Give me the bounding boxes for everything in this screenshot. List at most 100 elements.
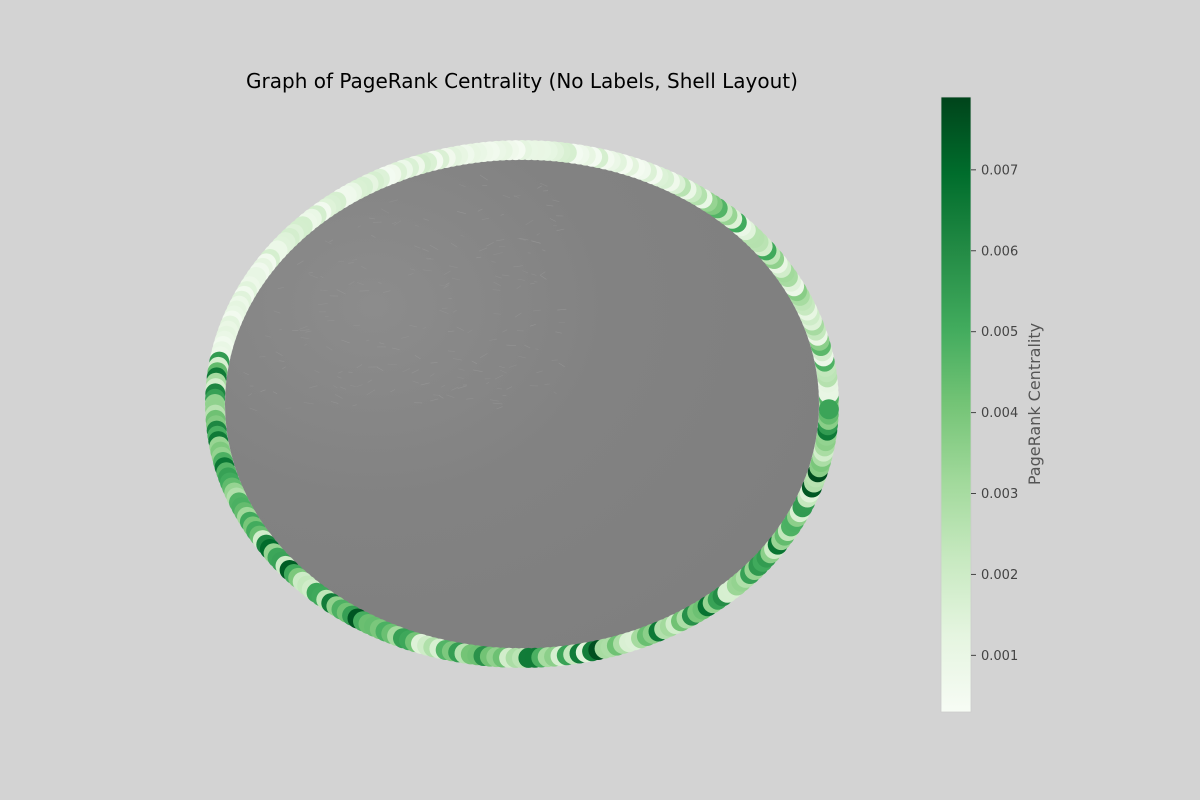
edge bbox=[456, 326, 465, 331]
colorbar-tick-label: 0.002 bbox=[981, 568, 1018, 583]
edge bbox=[352, 259, 358, 261]
edge bbox=[370, 234, 376, 238]
edge bbox=[546, 204, 554, 207]
edge bbox=[243, 372, 250, 376]
edge bbox=[412, 380, 419, 384]
edge bbox=[451, 242, 458, 248]
colorbar-ticks: 0.001 0.002 0.003 0.004 0.005 0.006 0.007 bbox=[971, 163, 1018, 664]
edge bbox=[338, 261, 345, 263]
edge bbox=[304, 343, 308, 346]
colorbar-gradient bbox=[940, 96, 972, 713]
edge bbox=[492, 289, 501, 291]
edge bbox=[508, 364, 517, 368]
edge bbox=[357, 282, 365, 286]
colorbar-tick-label: 0.006 bbox=[981, 244, 1018, 259]
edge bbox=[336, 289, 346, 295]
edge bbox=[329, 239, 334, 243]
edge bbox=[446, 394, 455, 398]
edge bbox=[531, 240, 541, 244]
edge bbox=[303, 402, 314, 405]
edge bbox=[402, 368, 411, 373]
edge bbox=[539, 182, 548, 187]
edge bbox=[390, 389, 396, 393]
edge bbox=[496, 406, 503, 410]
edge bbox=[392, 347, 400, 350]
edge bbox=[309, 274, 318, 279]
edge bbox=[479, 353, 488, 359]
edge bbox=[275, 351, 283, 356]
edge bbox=[499, 369, 507, 374]
edge bbox=[555, 331, 562, 334]
edge bbox=[415, 224, 419, 227]
edge bbox=[281, 366, 286, 370]
edge bbox=[540, 271, 546, 276]
edge bbox=[376, 366, 384, 371]
edge bbox=[360, 265, 367, 270]
edge bbox=[320, 276, 324, 279]
edge bbox=[513, 194, 520, 199]
edge bbox=[471, 360, 478, 365]
edge bbox=[348, 262, 354, 264]
edge bbox=[525, 219, 534, 226]
edge bbox=[467, 329, 473, 334]
edge bbox=[490, 399, 499, 402]
edge bbox=[540, 275, 547, 280]
edge bbox=[493, 252, 503, 256]
edge bbox=[519, 237, 529, 241]
edge bbox=[391, 222, 397, 225]
edge bbox=[441, 307, 448, 309]
edge bbox=[333, 385, 338, 389]
edge bbox=[430, 373, 435, 377]
edge bbox=[366, 389, 376, 396]
edge bbox=[493, 281, 501, 286]
colorbar: 0.001 0.002 0.003 0.004 0.005 0.006 0.007 Page… bbox=[940, 96, 1044, 713]
edge bbox=[273, 310, 281, 314]
edge bbox=[443, 284, 450, 289]
edge bbox=[447, 350, 456, 352]
edge bbox=[298, 325, 308, 330]
edge bbox=[369, 217, 376, 220]
edge bbox=[331, 401, 339, 404]
colorbar-tick-label: 0.005 bbox=[981, 325, 1018, 340]
edge bbox=[378, 282, 382, 284]
edge bbox=[513, 195, 521, 197]
edge-streaks bbox=[243, 174, 567, 412]
edge bbox=[530, 324, 536, 327]
edge bbox=[486, 242, 494, 247]
edge bbox=[356, 384, 363, 388]
edge bbox=[432, 394, 440, 396]
edge bbox=[502, 274, 510, 277]
edge bbox=[338, 371, 343, 374]
edge bbox=[477, 208, 483, 212]
colorbar-tick-label: 0.007 bbox=[981, 163, 1018, 178]
edge bbox=[423, 218, 429, 221]
edge bbox=[439, 284, 448, 287]
edge-layer bbox=[225, 159, 819, 649]
edge bbox=[531, 273, 537, 276]
edge bbox=[486, 381, 489, 385]
edge bbox=[357, 225, 361, 228]
edge-mass bbox=[225, 159, 819, 649]
edge bbox=[279, 360, 285, 362]
edge bbox=[517, 238, 526, 241]
edge bbox=[536, 233, 540, 236]
edge bbox=[448, 330, 455, 332]
edge bbox=[476, 256, 482, 259]
edge bbox=[389, 199, 398, 203]
edge bbox=[496, 239, 505, 242]
edge bbox=[248, 393, 252, 397]
edge bbox=[383, 290, 391, 293]
edge bbox=[536, 370, 543, 374]
edge bbox=[429, 244, 439, 251]
edge bbox=[472, 369, 483, 372]
edge bbox=[296, 260, 304, 265]
edge bbox=[457, 385, 467, 389]
edge bbox=[457, 211, 467, 214]
edge bbox=[451, 277, 461, 281]
edge bbox=[409, 325, 418, 328]
edge bbox=[409, 268, 416, 271]
edge bbox=[414, 245, 421, 249]
edge bbox=[445, 282, 450, 286]
edge bbox=[552, 199, 560, 202]
